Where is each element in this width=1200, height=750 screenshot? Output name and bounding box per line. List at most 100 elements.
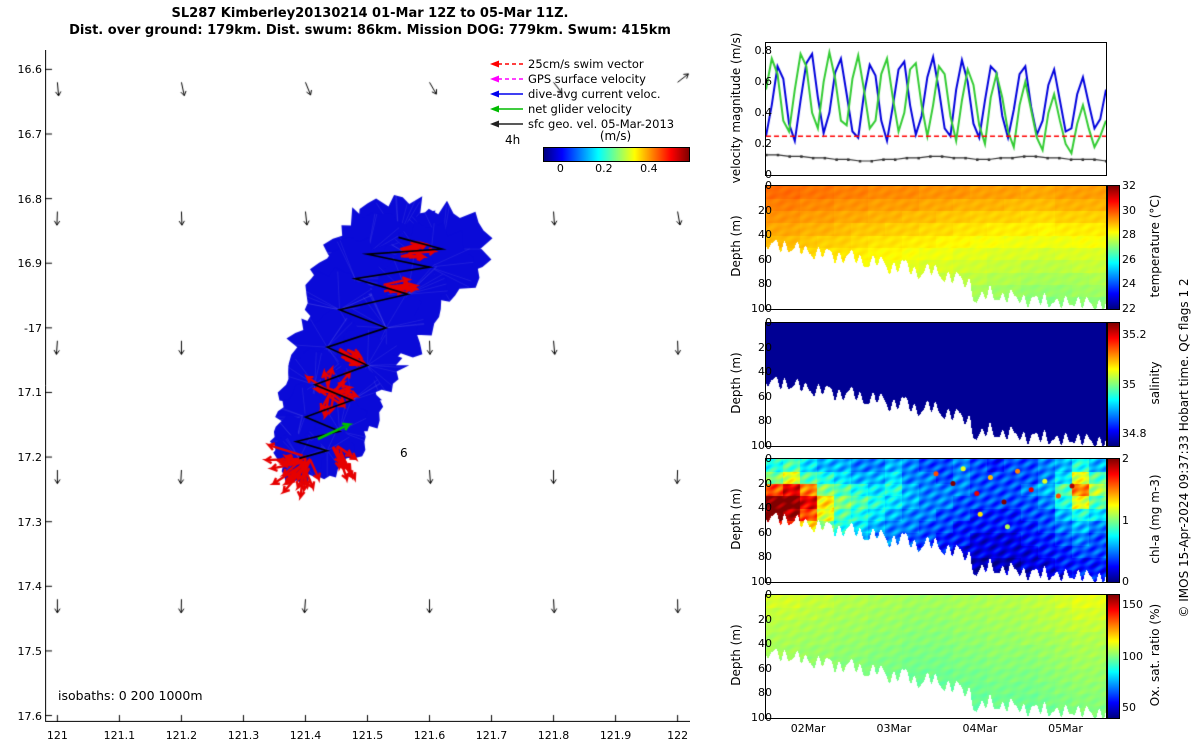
depth-y-tick-label: 40 [758, 637, 772, 651]
colorbar-tick-label: 100 [1122, 649, 1143, 663]
depth-y-tick-label: 100 [751, 439, 772, 452]
legend-label: 25cm/s swim vector [528, 56, 644, 71]
temperature-ylabel: Depth (m) [729, 215, 743, 277]
map-y-tick-label: 16.6 [17, 63, 43, 77]
legend-item-dive-avg-current: dive-avg current veloc. [490, 86, 674, 101]
copyright-note: © IMOS 15-Apr-2024 09:37:33 Hobart time.… [1177, 278, 1191, 618]
time-tick-label: 04Mar [962, 722, 998, 735]
map-y-tick-label: 16.9 [17, 257, 43, 271]
legend-label: sfc geo. vel. 05-Mar-2013 [528, 116, 675, 131]
duration-label: 4h [505, 133, 521, 147]
legend-item-swim-vector: 25cm/s swim vector [490, 56, 674, 71]
chla-panel [765, 458, 1107, 583]
depth-y-tick-label: 60 [758, 389, 772, 403]
colorbar-tick-label: 28 [1122, 228, 1136, 242]
velocity-chart-canvas [766, 43, 1106, 175]
velocity-colorbar [543, 147, 690, 162]
map-x-tick-label: 122 [667, 729, 689, 742]
map-y-tick-label: 16.8 [17, 192, 43, 206]
depth-y-tick-label: 100 [751, 711, 772, 724]
depth-y-tick-label: 20 [758, 612, 772, 626]
gps-velocity-arrow-icon [490, 75, 523, 82]
map-subtitle: Dist. over ground: 179km. Dist. swum: 86… [69, 23, 671, 38]
colorbar-tick-label: 24 [1122, 277, 1136, 291]
map-x-tick-label: 121.2 [165, 729, 198, 742]
depth-y-tick-label: 80 [758, 277, 772, 291]
velocity-colorbar-title: (m/s) [599, 129, 632, 143]
depth-y-tick-label: 60 [758, 252, 772, 266]
time-tick-label: 02Mar [790, 722, 826, 735]
depth-y-tick-label: 20 [758, 476, 772, 490]
depth-y-tick-label: 0 [765, 452, 772, 465]
depth-y-tick-label: 80 [758, 414, 772, 428]
map-y-tick-label: 17.1 [17, 386, 43, 400]
colorbar-tick-label: 35 [1122, 377, 1136, 391]
legend-item-gps-velocity: GPS surface velocity [490, 71, 674, 86]
legend-label: GPS surface velocity [528, 71, 646, 86]
map-x-tick-label: 121.1 [103, 729, 136, 742]
map-y-tick-label: 17.2 [17, 451, 43, 465]
depth-y-tick-label: 100 [751, 575, 772, 588]
velocity-y-tick-label: 0.6 [754, 74, 773, 88]
salinity-ylabel: Depth (m) [729, 352, 743, 414]
map-x-tick-label: 121.6 [413, 729, 446, 742]
map-y-tick-label: 17.6 [17, 709, 43, 723]
oxygen-ylabel: Depth (m) [729, 624, 743, 686]
chla-ylabel: Depth (m) [729, 488, 743, 550]
temperature-clabel: temperature (°C) [1148, 194, 1162, 298]
map-x-tick-label: 121.8 [537, 729, 570, 742]
map-x-tick-label: 121.5 [351, 729, 384, 742]
map-x-tick-label: 121.3 [227, 729, 260, 742]
velocity-colorbar-tick: 0.4 [640, 162, 658, 175]
depth-y-tick-label: 40 [758, 501, 772, 515]
depth-y-tick-label: 20 [758, 340, 772, 354]
temperature-colorbar [1107, 185, 1120, 310]
depth-y-tick-label: 80 [758, 686, 772, 700]
geo-velocity-arrow-icon [490, 120, 523, 127]
map-canvas [45, 50, 690, 722]
velocity-panel [765, 42, 1107, 176]
colorbar-tick-label: 34.8 [1122, 426, 1147, 440]
depth-y-tick-label: 60 [758, 661, 772, 675]
colorbar-tick-label: 2 [1122, 452, 1129, 465]
velocity-y-tick-label: 0.2 [754, 136, 773, 150]
legend-item-sfc-geo-velocity: sfc geo. vel. 05-Mar-2013 [490, 116, 674, 131]
colorbar-tick-label: 22 [1122, 302, 1136, 315]
velocity-colorbar-tick: 0.2 [595, 162, 613, 175]
glider-velocity-arrow-icon [490, 105, 523, 112]
map-y-tick-label: 17.3 [17, 515, 43, 529]
colorbar-tick-label: 0 [1122, 575, 1129, 588]
map-y-tick-label: 17.4 [17, 580, 43, 594]
depth-y-tick-label: 0 [765, 316, 772, 329]
depth-y-tick-label: 100 [751, 302, 772, 315]
chla-heatmap-canvas [766, 459, 1106, 582]
colorbar-tick-label: 50 [1122, 700, 1136, 714]
salinity-clabel: salinity [1148, 361, 1162, 405]
colorbar-tick-label: 30 [1122, 203, 1136, 217]
map-plot [45, 50, 690, 722]
velocity-y-tick-label: 0 [765, 168, 772, 181]
velocity-y-tick-label: 0.8 [754, 43, 773, 57]
temperature-heatmap-canvas [766, 186, 1106, 309]
salinity-heatmap-canvas [766, 323, 1106, 446]
map-x-tick-label: 121.4 [289, 729, 322, 742]
map-y-tick-label: 17.5 [17, 644, 43, 658]
track-annotation: 6 [400, 446, 408, 460]
time-tick-label: 03Mar [876, 722, 912, 735]
legend-label: dive-avg current veloc. [528, 86, 661, 101]
depth-y-tick-label: 80 [758, 550, 772, 564]
swim-vector-arrow-icon [490, 60, 523, 67]
map-x-tick-label: 121.7 [475, 729, 508, 742]
map-y-tick-label: 16.7 [17, 128, 43, 141]
depth-y-tick-label: 60 [758, 525, 772, 539]
depth-y-tick-label: 20 [758, 203, 772, 217]
salinity-panel [765, 322, 1107, 447]
legend-label: net glider velocity [528, 101, 632, 116]
map-title: SL287 Kimberley20130214 01-Mar 12Z to 05… [171, 6, 569, 21]
map-x-tick-label: 121.9 [599, 729, 632, 742]
depth-y-tick-label: 0 [765, 179, 772, 192]
oxygen-panel [765, 594, 1107, 719]
map-y-tick-label: -17 [24, 321, 42, 335]
map-x-tick-label: 121 [46, 729, 68, 742]
